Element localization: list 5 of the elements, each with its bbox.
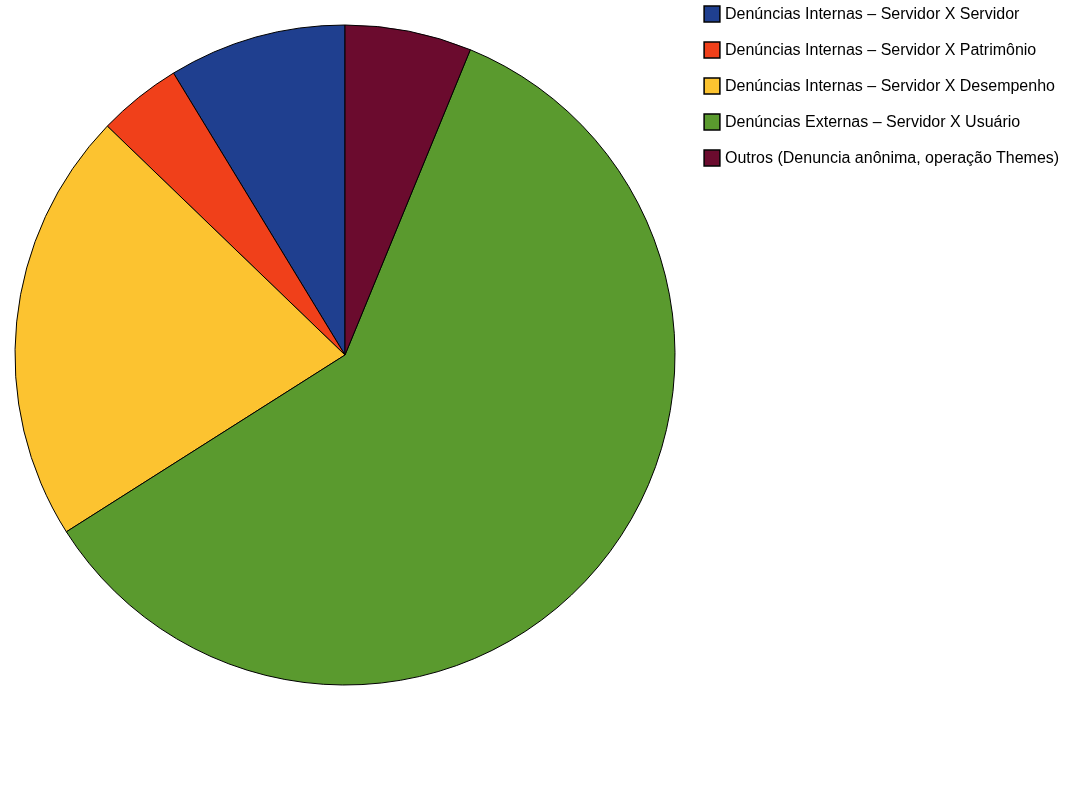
legend-label: Denúncias Internas – Servidor X Patrimônio <box>725 41 1037 58</box>
legend-label: Denúncias Internas – Servidor X Servidor <box>725 5 1021 22</box>
legend-label: Denúncias Externas – Servidor X Usuário <box>725 113 1021 130</box>
legend-label: Outros (Denuncia anônima, operação Themes) <box>725 149 1060 166</box>
legend-label: Denúncias Internas – Servidor X Desempenho <box>725 77 1056 94</box>
